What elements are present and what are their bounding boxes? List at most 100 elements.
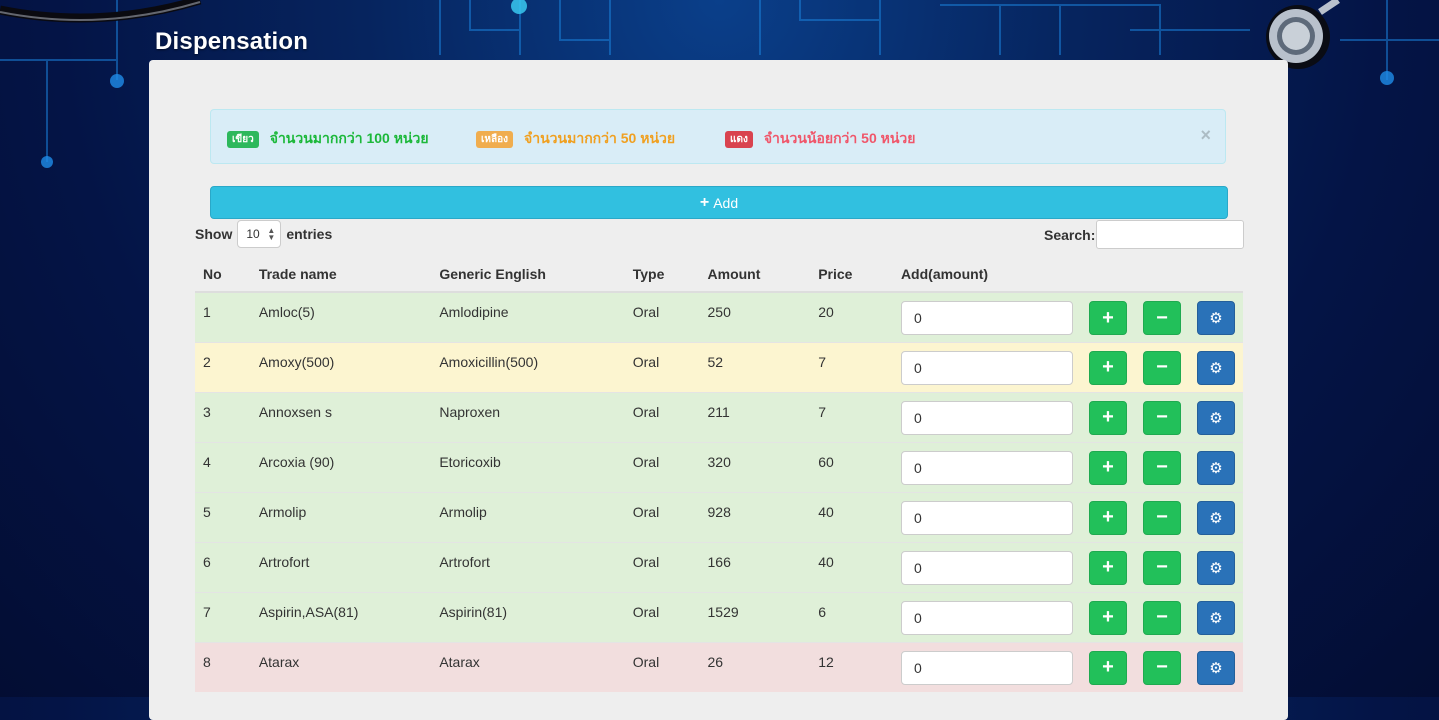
- cell-price: 20: [810, 291, 893, 342]
- cell-generic-english: Etoricoxib: [431, 441, 625, 492]
- add-amount-input[interactable]: 0: [900, 400, 1073, 435]
- cell-decrease: −: [1134, 491, 1189, 542]
- search-input[interactable]: [1096, 220, 1245, 249]
- column-header-add-amount[interactable]: Add(amount): [892, 256, 1081, 293]
- cell-generic-english: Atarax: [431, 641, 625, 692]
- cell-generic-english: Armolip: [431, 491, 625, 542]
- decrease-button[interactable]: −: [1142, 650, 1181, 685]
- column-header-increase: [1080, 256, 1135, 293]
- settings-button[interactable]: ⚙: [1196, 400, 1235, 435]
- cell-no: 3: [195, 391, 251, 442]
- table-row: 2 Amoxy(500) Amoxicillin(500) Oral 52 7 …: [195, 341, 1243, 392]
- cell-amount: 250: [699, 291, 811, 342]
- table-row: 1 Amloc(5) Amlodipine Oral 250 20 0 + − …: [195, 291, 1243, 342]
- gear-icon: ⚙: [1209, 559, 1223, 577]
- table-row: 8 Atarax Atarax Oral 26 12 0 + − ⚙: [195, 641, 1243, 692]
- minus-icon: −: [1156, 556, 1168, 578]
- cell-decrease: −: [1134, 441, 1189, 492]
- settings-button[interactable]: ⚙: [1196, 350, 1235, 385]
- cell-amount: 26: [699, 641, 811, 692]
- legend-item-yellow: เหลือง จำนวนมากกว่า 50 หน่วย: [476, 128, 675, 150]
- add-amount-input[interactable]: 0: [900, 600, 1073, 635]
- cell-no: 5: [195, 491, 251, 542]
- cell-decrease: −: [1134, 641, 1189, 692]
- cell-trade-name: Amoxy(500): [250, 341, 432, 392]
- add-amount-input[interactable]: 0: [900, 450, 1073, 485]
- cell-no: 7: [195, 591, 251, 642]
- cell-generic-english: Amlodipine: [431, 291, 625, 342]
- settings-button[interactable]: ⚙: [1196, 550, 1235, 585]
- cell-no: 6: [195, 541, 251, 592]
- legend-badge-yellow: เหลือง: [476, 130, 514, 148]
- minus-icon: −: [1156, 606, 1168, 628]
- add-amount-input[interactable]: 0: [900, 650, 1073, 685]
- column-header-price[interactable]: Price: [810, 256, 893, 293]
- increase-button[interactable]: +: [1088, 301, 1127, 335]
- stethoscope-icon: [1266, 0, 1340, 69]
- cell-trade-name: Annoxsen s: [250, 391, 432, 442]
- table-row: 6 Artrofort Artrofort Oral 166 40 0 + − …: [195, 541, 1243, 592]
- medicine-table: No Trade name Generic English Type Amoun…: [195, 256, 1243, 692]
- show-label: Show: [195, 226, 233, 242]
- entries-label: entries: [286, 226, 333, 242]
- add-amount-input[interactable]: 0: [900, 301, 1073, 335]
- close-icon[interactable]: ×: [1200, 125, 1211, 145]
- decrease-button[interactable]: −: [1142, 450, 1181, 485]
- increase-button[interactable]: +: [1088, 450, 1127, 485]
- column-header-generic-english[interactable]: Generic English: [431, 256, 625, 293]
- settings-button[interactable]: ⚙: [1196, 600, 1235, 635]
- entries-select[interactable]: 10 ▲ ▼: [237, 220, 282, 248]
- add-button-label: Add: [713, 194, 739, 211]
- cell-add-amount: 0: [892, 441, 1081, 492]
- cell-type: Oral: [624, 291, 700, 342]
- increase-button[interactable]: +: [1088, 400, 1127, 435]
- column-header-trade-name[interactable]: Trade name: [250, 256, 432, 293]
- add-button[interactable]: + Add: [210, 186, 1228, 219]
- cell-decrease: −: [1134, 391, 1189, 442]
- settings-button[interactable]: ⚙: [1196, 650, 1235, 685]
- decrease-button[interactable]: −: [1142, 350, 1181, 385]
- cell-settings: ⚙: [1188, 491, 1243, 542]
- cell-decrease: −: [1134, 291, 1189, 342]
- cell-type: Oral: [624, 441, 700, 492]
- cell-price: 40: [810, 541, 893, 592]
- decrease-button[interactable]: −: [1142, 550, 1181, 585]
- increase-button[interactable]: +: [1088, 350, 1127, 385]
- settings-button[interactable]: ⚙: [1196, 450, 1235, 485]
- add-amount-input[interactable]: 0: [900, 350, 1073, 385]
- table-row: 7 Aspirin,ASA(81) Aspirin(81) Oral 1529 …: [195, 591, 1243, 642]
- cell-trade-name: Aspirin,ASA(81): [250, 591, 432, 642]
- cell-price: 12: [810, 641, 893, 692]
- decrease-button[interactable]: −: [1142, 301, 1181, 335]
- gear-icon: ⚙: [1209, 609, 1223, 627]
- cell-no: 2: [195, 341, 251, 392]
- decrease-button[interactable]: −: [1142, 500, 1181, 535]
- settings-button[interactable]: ⚙: [1196, 301, 1235, 335]
- entries-select-value: 10: [246, 227, 260, 241]
- gear-icon: ⚙: [1209, 509, 1223, 527]
- decrease-button[interactable]: −: [1142, 600, 1181, 635]
- add-amount-input[interactable]: 0: [900, 550, 1073, 585]
- cell-settings: ⚙: [1188, 391, 1243, 442]
- column-header-amount[interactable]: Amount: [699, 256, 811, 293]
- cell-decrease: −: [1134, 591, 1189, 642]
- cell-generic-english: Artrofort: [431, 541, 625, 592]
- minus-icon: −: [1156, 306, 1168, 329]
- cell-price: 7: [810, 341, 893, 392]
- increase-button[interactable]: +: [1088, 600, 1127, 635]
- minus-icon: −: [1156, 406, 1168, 428]
- column-header-type[interactable]: Type: [624, 256, 700, 293]
- column-header-no[interactable]: No: [195, 256, 251, 293]
- cell-type: Oral: [624, 641, 700, 692]
- gear-icon: ⚙: [1209, 310, 1223, 327]
- decrease-button[interactable]: −: [1142, 400, 1181, 435]
- add-amount-input[interactable]: 0: [900, 500, 1073, 535]
- column-header-decrease: [1134, 256, 1189, 293]
- increase-button[interactable]: +: [1088, 550, 1127, 585]
- increase-button[interactable]: +: [1088, 500, 1127, 535]
- settings-button[interactable]: ⚙: [1196, 500, 1235, 535]
- table-header-row: No Trade name Generic English Type Amoun…: [195, 256, 1243, 293]
- cell-no: 1: [195, 291, 251, 342]
- increase-button[interactable]: +: [1088, 650, 1127, 685]
- cell-increase: +: [1080, 441, 1135, 492]
